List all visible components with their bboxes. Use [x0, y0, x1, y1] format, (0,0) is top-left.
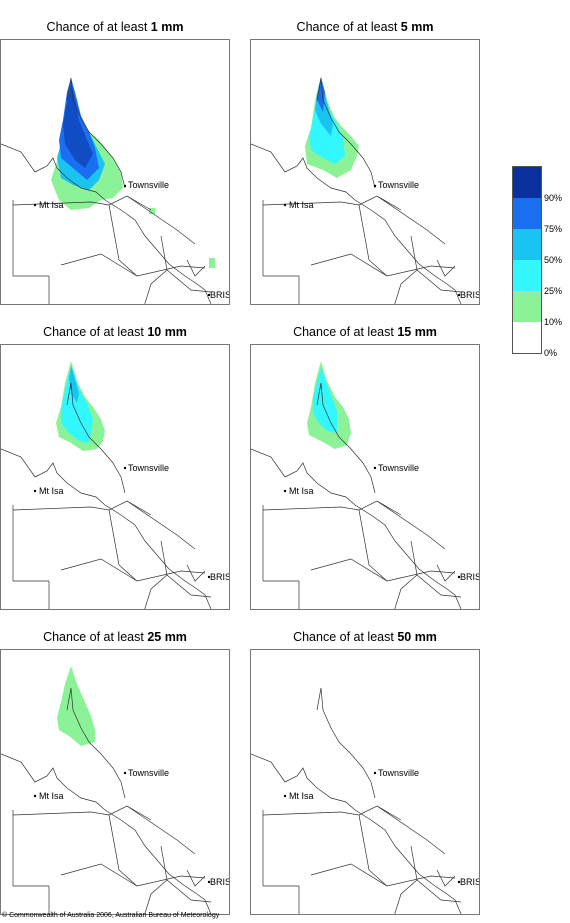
- probability-legend: 90% 75% 50% 25% 10% 0%: [512, 166, 570, 358]
- coverage-10mm: [56, 361, 105, 451]
- label-brisbane: BRIS: [460, 572, 479, 582]
- label-brisbane: BRIS: [210, 877, 229, 887]
- legend-swatch-75: [513, 198, 541, 229]
- state-borders: [251, 687, 462, 914]
- label-brisbane: BRIS: [210, 290, 229, 300]
- coverage-1mm: [51, 78, 215, 268]
- label-brisbane: BRIS: [460, 290, 479, 300]
- label-brisbane: BRIS: [460, 877, 479, 887]
- state-borders: [1, 77, 212, 304]
- map-area: Mt Isa Townsville BRIS: [0, 39, 230, 305]
- map-area: Mt Isa Townsville BRIS: [0, 344, 230, 610]
- panel-title: Chance of at least 25 mm: [43, 630, 187, 644]
- panel-title: Chance of at least 15 mm: [293, 325, 437, 339]
- legend-swatch-10: [513, 291, 541, 322]
- legend-label-10: 10%: [544, 317, 563, 327]
- coverage-25mm: [57, 666, 95, 746]
- legend-label-90: 90%: [544, 193, 563, 203]
- queensland-map: Mt Isa Townsville BRIS: [251, 361, 479, 609]
- map-area: Mt Isa Townsville BRIS: [250, 649, 480, 915]
- map-area: Mt Isa Townsville BRIS: [250, 344, 480, 610]
- label-mt-isa: Mt Isa: [289, 200, 314, 210]
- legend-swatch-50: [513, 229, 541, 260]
- queensland-map: Mt Isa Townsville BRIS: [251, 76, 479, 304]
- label-townsville: Townsville: [128, 768, 169, 778]
- coverage-5mm: [305, 76, 359, 178]
- copyright-notice: © Commonwealth of Australia 2006, Austra…: [2, 912, 220, 919]
- map-area: Mt Isa Townsville BRIS: [250, 39, 480, 305]
- label-mt-isa: Mt Isa: [39, 486, 64, 496]
- queensland-map: Mt Isa Townsville BRIS: [1, 666, 229, 914]
- legend-swatches: [512, 166, 542, 354]
- label-mt-isa: Mt Isa: [39, 200, 64, 210]
- legend-label-25: 25%: [544, 286, 563, 296]
- queensland-map: Mt Isa Townsville BRIS: [1, 77, 229, 304]
- label-mt-isa: Mt Isa: [289, 791, 314, 801]
- legend-label-0: 0%: [544, 348, 558, 358]
- label-townsville: Townsville: [128, 463, 169, 473]
- state-borders: [251, 382, 462, 609]
- legend-swatch-0: [513, 322, 541, 353]
- panel-title: Chance of at least 5 mm: [296, 20, 434, 34]
- label-brisbane: BRIS: [210, 572, 229, 582]
- state-borders: [251, 77, 462, 304]
- panel-title: Chance of at least 1 mm: [46, 20, 184, 34]
- legend-label-75: 75%: [544, 224, 563, 234]
- label-townsville: Townsville: [378, 463, 419, 473]
- queensland-map: Mt Isa Townsville BRIS: [1, 361, 229, 609]
- label-townsville: Townsville: [378, 768, 419, 778]
- label-townsville: Townsville: [378, 180, 419, 190]
- legend-swatch-90: [513, 167, 541, 198]
- panel-title: Chance of at least 50 mm: [293, 630, 437, 644]
- label-townsville: Townsville: [128, 180, 169, 190]
- label-mt-isa: Mt Isa: [289, 486, 314, 496]
- queensland-map: Mt Isa Townsville BRIS: [251, 687, 479, 914]
- label-mt-isa: Mt Isa: [39, 791, 64, 801]
- state-borders: [1, 382, 212, 609]
- coverage-15mm: [307, 361, 351, 449]
- map-area: Mt Isa Townsville BRIS: [0, 649, 230, 915]
- panel-title: Chance of at least 10 mm: [43, 325, 187, 339]
- state-borders: [1, 687, 212, 914]
- legend-label-50: 50%: [544, 255, 563, 265]
- legend-swatch-25: [513, 260, 541, 291]
